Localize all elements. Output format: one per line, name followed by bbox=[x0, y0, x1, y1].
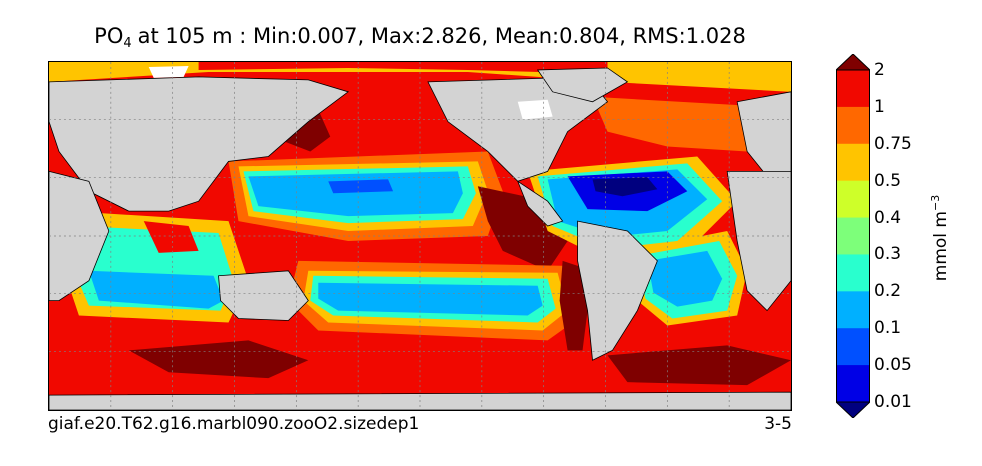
colorbar-extend-min bbox=[836, 401, 870, 418]
indian-n-maxima bbox=[143, 221, 199, 253]
no-data-arctic bbox=[148, 65, 189, 78]
land-central-america bbox=[516, 180, 564, 227]
colorbar-tick-label: 0.4 bbox=[874, 207, 902, 228]
s-atlantic-gyre-l3 bbox=[647, 250, 723, 307]
colorbar-tick-label: 1 bbox=[874, 96, 885, 117]
run-name-caption: giaf.e20.T62.g16.marbl090.zooO2.sizedep1 bbox=[48, 414, 420, 434]
units-exponent: −3 bbox=[929, 194, 943, 211]
colorbar-tick-label: 0.01 bbox=[874, 392, 912, 412]
colorbar-extend-max bbox=[836, 54, 870, 71]
colorbar-tick-label: 2 bbox=[874, 60, 885, 80]
colorbar-tick-label: 0.75 bbox=[874, 133, 912, 154]
title-variable-subscript: 4 bbox=[123, 36, 132, 51]
n-pacific-gyre-core bbox=[328, 179, 394, 194]
colorbar-frame bbox=[836, 69, 870, 403]
arctic-red bbox=[198, 62, 608, 74]
units-base: mmol m bbox=[930, 211, 951, 282]
map-title: PO4 at 105 m : Min:0.007, Max:2.826, Mean… bbox=[0, 24, 840, 51]
colorbar bbox=[836, 54, 870, 418]
colorbar-tick-label: 0.2 bbox=[874, 281, 902, 302]
colorbar-segment bbox=[836, 70, 870, 108]
colorbar-segment bbox=[836, 291, 870, 329]
colorbar-segment bbox=[836, 328, 870, 366]
map-panel bbox=[48, 61, 792, 411]
colorbar-segment bbox=[836, 365, 870, 403]
n-atlantic-gyre-core bbox=[592, 177, 658, 197]
colorbar-tick-label: 0.05 bbox=[874, 355, 912, 376]
depth-range-caption: 3-5 bbox=[764, 414, 792, 434]
graticule bbox=[49, 62, 791, 410]
land-greenland bbox=[536, 67, 629, 103]
no-data-hudson bbox=[517, 99, 553, 120]
title-stats: at 105 m : Min:0.007, Max:2.826, Mean:0.… bbox=[137, 24, 746, 48]
land-south-america bbox=[577, 220, 658, 361]
indian-gyre-l3 bbox=[88, 270, 224, 309]
ocean-po4-map bbox=[49, 62, 791, 410]
colorbar-segment bbox=[836, 143, 870, 182]
colorbar-segment bbox=[836, 180, 870, 219]
s-pacific-gyre-l4 bbox=[318, 282, 543, 316]
southern-maxima-atlantic bbox=[607, 345, 791, 386]
colorbar-segment bbox=[836, 254, 870, 292]
land-africa-east bbox=[726, 170, 791, 312]
colorbar-tick-label: 0.5 bbox=[874, 170, 902, 191]
colorbar-units: mmol m−3 bbox=[929, 195, 951, 281]
n-pacific-gyre-l4 bbox=[248, 171, 463, 217]
title-variable: PO bbox=[94, 24, 124, 48]
colorbar-tick-label: 0.3 bbox=[874, 244, 902, 265]
colorbar-segment bbox=[836, 217, 870, 255]
southern-maxima-pacific bbox=[128, 340, 309, 379]
colorbar-tick-label: 0.1 bbox=[874, 318, 902, 339]
land-australia bbox=[218, 270, 309, 321]
colorbar-segment bbox=[836, 106, 870, 145]
